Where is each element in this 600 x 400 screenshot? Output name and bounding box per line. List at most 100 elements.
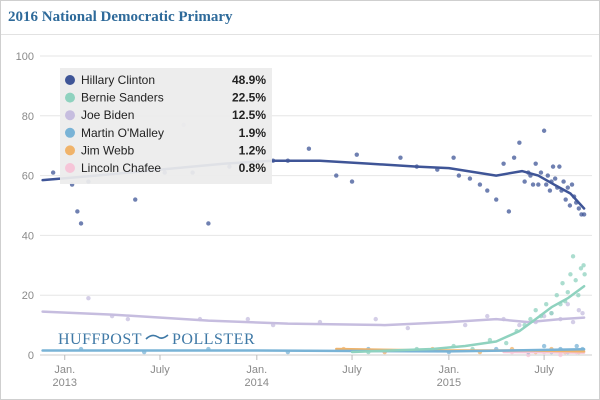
point-1-19	[570, 254, 576, 259]
point-0-22	[467, 176, 473, 181]
point-0-39	[545, 173, 550, 178]
point-0-16	[354, 152, 359, 157]
title-divider	[1, 34, 599, 35]
legend-swatch-4	[65, 145, 75, 156]
point-0-2	[75, 209, 80, 214]
trend-line-3	[41, 348, 586, 353]
point-0-3	[78, 221, 84, 226]
legend-swatch-2	[65, 110, 75, 121]
point-0-40	[547, 188, 553, 193]
series-1	[366, 254, 587, 355]
point-1-21	[576, 293, 581, 298]
y-tick-label-100: 100	[16, 51, 34, 63]
point-1-9	[533, 307, 538, 313]
point-0-38	[544, 182, 549, 187]
point-0-37	[541, 128, 547, 133]
point-0-43	[552, 176, 558, 181]
x-tick-label-4-0: Jan.	[438, 364, 459, 376]
trend-line-1	[350, 284, 586, 354]
point-0-13	[306, 146, 312, 151]
legend-value-3: 1.9%	[239, 126, 267, 140]
point-1-22	[578, 266, 584, 271]
point-0-48	[563, 197, 568, 202]
point-0-50	[567, 203, 573, 208]
y-tick-label-0: 0	[28, 350, 34, 362]
point-0-0	[50, 170, 56, 175]
point-0-23	[477, 182, 483, 187]
point-0-36	[538, 170, 544, 175]
point-2-10	[462, 322, 468, 328]
legend-swatch-0	[65, 75, 75, 85]
x-tick-label-2-1: 2014	[245, 377, 269, 389]
legend-value-2: 12.5%	[232, 108, 266, 122]
point-3-8	[541, 343, 547, 349]
point-0-27	[506, 209, 512, 214]
legend-value-5: 0.8%	[239, 161, 267, 175]
point-2-13	[517, 322, 522, 328]
legend-value-0: 48.9%	[232, 73, 266, 87]
point-0-35	[536, 182, 541, 187]
point-1-24	[582, 272, 587, 277]
x-tick-label-3-0: July	[342, 364, 362, 376]
x-tick-label-5-0: July	[534, 364, 554, 376]
point-0-34	[533, 161, 538, 166]
point-1-20	[573, 278, 578, 283]
point-0-42	[550, 164, 556, 169]
watermark-pollster: POLLSTER	[172, 331, 255, 348]
point-0-17	[398, 155, 403, 160]
legend-item-4: Jim Webb 1.2%	[65, 143, 266, 157]
legend-item-2: Joe Biden 12.5%	[65, 108, 266, 122]
point-2-11	[485, 313, 490, 319]
x-tick-label-2-0: Jan.	[246, 364, 267, 376]
y-tick-label-80: 80	[22, 111, 34, 123]
point-0-56	[581, 212, 587, 217]
legend-item-5: Lincoln Chafee 0.8%	[65, 161, 266, 175]
point-1-8	[528, 316, 533, 322]
point-3-12	[574, 343, 579, 349]
point-2-2	[125, 316, 131, 322]
legend-name-2: Joe Biden	[81, 108, 134, 122]
point-0-30	[522, 179, 527, 184]
point-0-14	[334, 173, 339, 178]
legend: Hillary Clinton 48.9% Bernie Sanders 22.5% J…	[60, 68, 272, 184]
point-0-20	[451, 155, 456, 160]
point-0-8	[206, 221, 211, 226]
point-2-20	[576, 307, 582, 313]
legend-value-1: 22.5%	[232, 91, 266, 105]
y-tick-label-40: 40	[22, 230, 34, 242]
legend-item-3: Martin O'Malley 1.9%	[65, 126, 266, 140]
point-0-54	[576, 206, 582, 211]
legend-swatch-1	[65, 92, 75, 103]
x-tick-label-1-0: July	[150, 364, 170, 376]
legend-box	[60, 68, 272, 184]
point-0-33	[530, 182, 536, 187]
point-0-45	[557, 164, 562, 169]
point-1-12	[549, 310, 554, 316]
x-tick-label-0-1: 2013	[52, 377, 76, 389]
point-0-24	[485, 188, 490, 193]
point-0-29	[517, 140, 522, 145]
point-2-5	[245, 316, 251, 322]
point-1-13	[554, 293, 559, 298]
legend-value-4: 1.2%	[239, 143, 267, 157]
point-0-25	[494, 197, 499, 202]
chart-title: 2016 National Democratic Primary	[8, 9, 233, 25]
point-0-47	[561, 179, 566, 184]
legend-item-1: Bernie Sanders 22.5%	[65, 91, 266, 105]
point-0-51	[569, 182, 575, 187]
point-1-15	[560, 281, 565, 286]
point-0-49	[565, 185, 570, 190]
point-2-8	[373, 316, 378, 322]
legend-swatch-5	[65, 163, 75, 173]
point-1-11	[544, 301, 549, 307]
x-tick-label-0-0: Jan.	[54, 364, 75, 376]
point-0-21	[456, 173, 462, 178]
point-2-19	[570, 319, 576, 325]
legend-name-3: Martin O'Malley	[81, 126, 164, 140]
point-2-9	[405, 325, 411, 331]
point-1-23	[581, 263, 586, 268]
legend-name-4: Jim Webb	[81, 143, 134, 157]
watermark-swoosh-icon	[145, 334, 169, 340]
y-tick-label-60: 60	[22, 171, 34, 183]
